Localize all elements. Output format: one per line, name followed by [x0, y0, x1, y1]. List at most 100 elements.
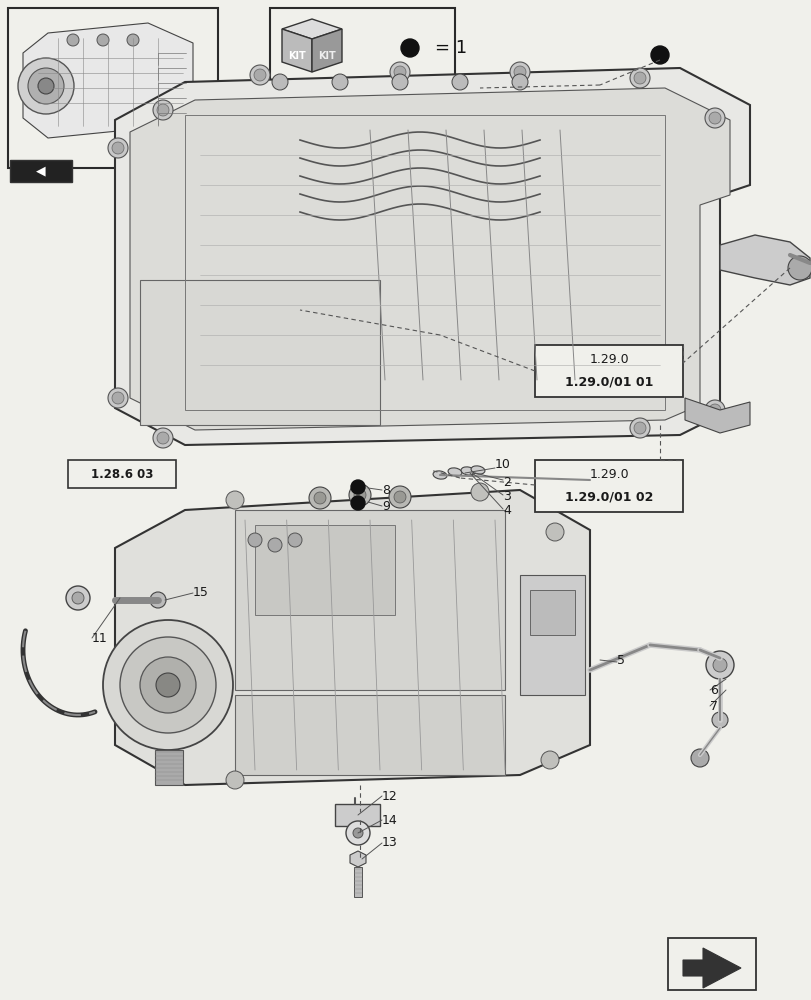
Circle shape	[254, 69, 266, 81]
Polygon shape	[281, 29, 311, 72]
Text: 7: 7	[709, 700, 717, 712]
Circle shape	[708, 404, 720, 416]
Text: 9: 9	[381, 499, 389, 512]
Text: KIT: KIT	[318, 51, 336, 61]
Polygon shape	[115, 490, 590, 785]
Circle shape	[150, 592, 165, 608]
Circle shape	[629, 68, 649, 88]
Circle shape	[787, 256, 811, 280]
Circle shape	[225, 491, 243, 509]
Circle shape	[389, 62, 410, 82]
Text: = 1: = 1	[435, 39, 466, 57]
Circle shape	[225, 771, 243, 789]
Bar	[155, 750, 182, 785]
Circle shape	[704, 108, 724, 128]
Circle shape	[540, 751, 558, 769]
Circle shape	[28, 68, 64, 104]
Bar	[139, 280, 380, 425]
Circle shape	[314, 492, 325, 504]
Text: 5: 5	[616, 654, 624, 666]
Text: 2: 2	[502, 476, 510, 488]
Circle shape	[393, 491, 406, 503]
Polygon shape	[115, 68, 749, 445]
Circle shape	[388, 486, 410, 508]
Ellipse shape	[461, 467, 474, 475]
Circle shape	[127, 34, 139, 46]
Circle shape	[72, 592, 84, 604]
Text: 1.29.0: 1.29.0	[589, 468, 628, 481]
Circle shape	[120, 637, 216, 733]
Text: 3: 3	[502, 490, 510, 504]
Text: 6: 6	[709, 684, 717, 696]
Circle shape	[332, 74, 348, 90]
Circle shape	[112, 142, 124, 154]
Ellipse shape	[448, 468, 461, 476]
Bar	[335, 804, 380, 826]
Circle shape	[509, 62, 530, 82]
Circle shape	[354, 489, 366, 501]
Circle shape	[272, 74, 288, 90]
Circle shape	[66, 586, 90, 610]
Text: 13: 13	[381, 836, 397, 850]
Circle shape	[708, 112, 720, 124]
Bar	[234, 510, 504, 690]
Bar	[8, 8, 217, 168]
Bar	[354, 867, 362, 897]
Circle shape	[108, 388, 128, 408]
Text: 11: 11	[92, 632, 108, 645]
Polygon shape	[281, 19, 341, 39]
Circle shape	[157, 432, 169, 444]
Circle shape	[392, 74, 407, 90]
Polygon shape	[350, 851, 366, 867]
Bar	[534, 460, 682, 512]
Bar	[270, 8, 454, 88]
Text: 15: 15	[193, 586, 208, 599]
Circle shape	[513, 66, 526, 78]
Bar	[68, 460, 176, 488]
Text: 1.29.0/01 02: 1.29.0/01 02	[564, 491, 652, 504]
Ellipse shape	[470, 466, 484, 474]
Text: 1.29.0: 1.29.0	[589, 353, 628, 366]
Circle shape	[18, 58, 74, 114]
Polygon shape	[684, 398, 749, 433]
Polygon shape	[23, 23, 193, 138]
Circle shape	[288, 533, 302, 547]
Bar	[234, 695, 504, 775]
Text: 12: 12	[381, 790, 397, 802]
Polygon shape	[719, 235, 809, 285]
Circle shape	[353, 828, 363, 838]
Polygon shape	[682, 948, 740, 988]
Text: 14: 14	[381, 814, 397, 826]
Circle shape	[112, 392, 124, 404]
Circle shape	[690, 749, 708, 767]
Circle shape	[712, 658, 726, 672]
Text: 4: 4	[502, 504, 510, 518]
Ellipse shape	[432, 471, 446, 479]
Text: 1.29.0/01 01: 1.29.0/01 01	[564, 376, 652, 389]
Circle shape	[268, 538, 281, 552]
Circle shape	[350, 496, 365, 510]
Text: 10: 10	[495, 458, 510, 472]
Circle shape	[345, 821, 370, 845]
Circle shape	[247, 533, 262, 547]
Circle shape	[711, 712, 727, 728]
Circle shape	[67, 34, 79, 46]
Circle shape	[309, 487, 331, 509]
Circle shape	[401, 39, 418, 57]
Circle shape	[512, 74, 527, 90]
Circle shape	[350, 480, 365, 494]
Bar	[534, 345, 682, 397]
Circle shape	[633, 72, 646, 84]
Circle shape	[38, 78, 54, 94]
Text: KIT: KIT	[288, 51, 306, 61]
Text: ◀: ◀	[36, 164, 45, 178]
Polygon shape	[311, 29, 341, 72]
Circle shape	[545, 523, 564, 541]
Circle shape	[349, 484, 371, 506]
Bar	[667, 938, 755, 990]
Circle shape	[452, 74, 467, 90]
Text: 1.28.6 03: 1.28.6 03	[91, 468, 153, 481]
Circle shape	[156, 673, 180, 697]
Circle shape	[250, 65, 270, 85]
Circle shape	[152, 428, 173, 448]
